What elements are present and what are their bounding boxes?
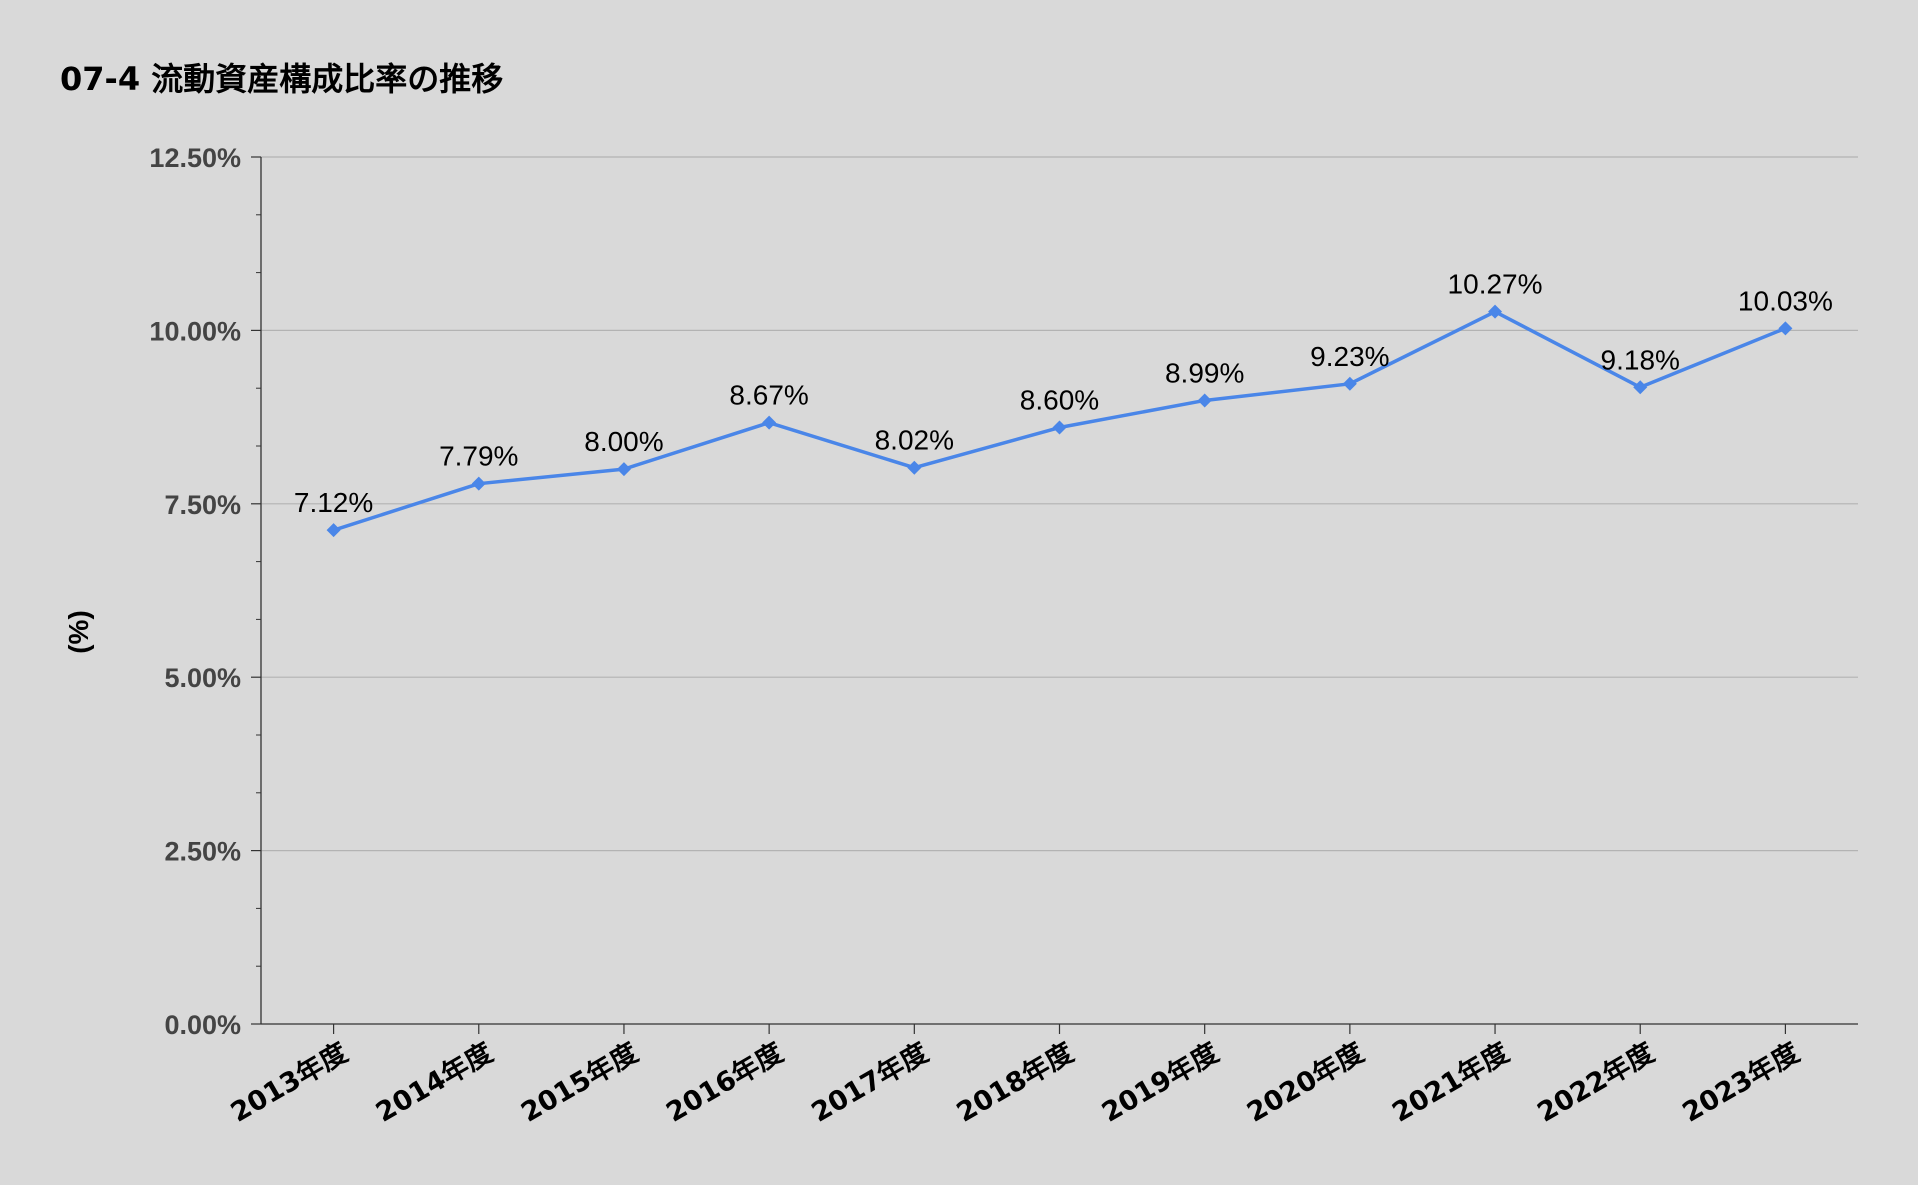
y-tick-label: 5.00% [164,663,241,693]
data-point-marker [907,460,922,475]
data-label: 8.67% [729,380,808,411]
x-tick-label: 2022年度 [1532,1036,1660,1128]
x-tick-label: 2015年度 [516,1036,644,1128]
data-label: 8.60% [1020,385,1099,416]
data-point-marker [1342,376,1357,391]
data-label: 7.79% [439,441,518,472]
x-tick-label: 2017年度 [806,1036,934,1128]
data-label: 8.00% [584,426,663,457]
y-axis-label: (%) [63,610,94,654]
x-tick-label: 2014年度 [370,1036,498,1128]
y-tick-label: 10.00% [149,316,241,346]
x-tick-label: 2016年度 [661,1036,789,1128]
data-point-marker [1633,380,1648,395]
data-label: 10.03% [1738,285,1833,316]
y-axis-ticks: 0.00% 2.50% 5.00% 7.50% 10.00% 12.50% [149,143,241,1040]
data-label: 9.23% [1310,341,1389,372]
data-label: 7.12% [294,487,373,518]
x-tick-label: 2019年度 [1096,1036,1224,1128]
data-label: 8.99% [1165,357,1244,388]
x-axis-ticks: 2013年度 2014年度 2015年度 2016年度 2017年度 2018年度 2019… [225,1036,1805,1128]
data-point-marker [616,462,631,477]
data-label: 9.18% [1601,344,1680,375]
data-point-marker [326,523,341,538]
axes [251,156,1858,1034]
x-tick-label: 2021年度 [1387,1036,1515,1128]
data-point-marker [471,476,486,491]
data-point-marker [1052,420,1067,435]
data-label-group: 7.12% 7.79% 8.00% 8.67% 8.02% 8.60% 8.99% 9.23%… [294,269,1833,518]
x-tick-label: 2018年度 [951,1036,1079,1128]
data-point-marker [1488,304,1503,319]
x-tick-label: 2013年度 [225,1036,353,1128]
x-tick-label: 2023年度 [1677,1036,1805,1128]
data-point-marker [1197,393,1212,408]
y-tick-label: 12.50% [149,143,241,173]
y-tick-label: 7.50% [164,490,241,520]
chart-title: 07-4 流動資産構成比率の推移 [60,60,503,98]
data-label: 10.27% [1448,269,1543,300]
marker-group [326,304,1793,538]
gridlines [261,156,1858,852]
y-tick-label: 0.00% [164,1010,241,1040]
y-tick-label: 2.50% [164,837,241,867]
data-label: 8.02% [875,425,954,456]
data-point-marker [1778,321,1793,336]
x-tick-label: 2020年度 [1242,1036,1370,1128]
data-point-marker [762,415,777,430]
